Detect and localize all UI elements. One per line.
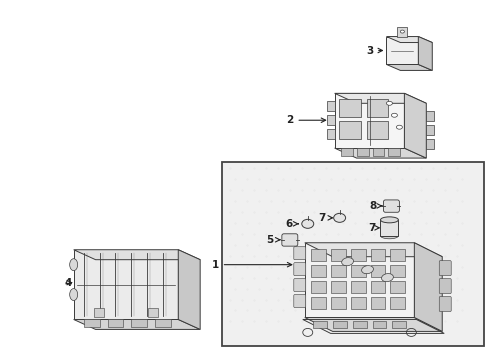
Polygon shape (74, 250, 200, 260)
Ellipse shape (390, 113, 397, 117)
FancyBboxPatch shape (438, 261, 450, 276)
Polygon shape (74, 250, 178, 319)
Bar (380, 220, 398, 236)
Bar (389, 265, 405, 276)
Bar (392, 321, 406, 328)
FancyBboxPatch shape (293, 294, 305, 307)
Polygon shape (366, 99, 387, 117)
Polygon shape (74, 319, 200, 329)
Bar (350, 280, 365, 293)
Bar (350, 265, 365, 276)
Bar (330, 249, 345, 261)
Bar (370, 297, 385, 309)
Polygon shape (404, 93, 426, 158)
Ellipse shape (333, 213, 345, 222)
Ellipse shape (69, 259, 78, 271)
Text: 8: 8 (368, 201, 381, 211)
Bar (148, 307, 158, 318)
Bar (310, 249, 325, 261)
Ellipse shape (381, 274, 392, 282)
Bar (222, 162, 483, 346)
Bar (370, 249, 385, 261)
Polygon shape (413, 243, 441, 332)
FancyBboxPatch shape (438, 297, 450, 311)
Bar (370, 280, 385, 293)
Bar (350, 297, 365, 309)
Bar (389, 280, 405, 293)
Bar (326, 101, 334, 111)
Bar (426, 125, 433, 135)
Polygon shape (338, 99, 360, 117)
FancyBboxPatch shape (438, 279, 450, 293)
Polygon shape (304, 243, 441, 257)
Polygon shape (334, 148, 426, 158)
Ellipse shape (69, 289, 78, 301)
Bar (310, 280, 325, 293)
Bar (310, 297, 325, 309)
Bar (155, 319, 171, 328)
Ellipse shape (380, 233, 398, 239)
Bar (372, 321, 386, 328)
Bar (326, 129, 334, 139)
Polygon shape (397, 27, 407, 37)
Polygon shape (334, 93, 404, 148)
Bar (389, 297, 405, 309)
Polygon shape (178, 250, 200, 329)
Polygon shape (334, 93, 426, 103)
Bar (389, 249, 405, 261)
Bar (310, 265, 325, 276)
Ellipse shape (341, 258, 353, 266)
Ellipse shape (301, 219, 313, 228)
Bar (93, 307, 103, 318)
Bar (332, 321, 346, 328)
Text: 4: 4 (65, 278, 72, 288)
Polygon shape (386, 37, 431, 42)
FancyBboxPatch shape (293, 263, 305, 276)
Bar (83, 319, 100, 328)
Polygon shape (304, 318, 441, 332)
Bar (330, 265, 345, 276)
Polygon shape (386, 64, 431, 71)
Bar (330, 280, 345, 293)
Ellipse shape (396, 125, 402, 129)
FancyBboxPatch shape (281, 234, 297, 246)
Polygon shape (386, 37, 417, 64)
FancyBboxPatch shape (293, 279, 305, 292)
Bar (131, 319, 147, 328)
Text: 7: 7 (367, 223, 379, 233)
Bar (426, 111, 433, 121)
Bar (370, 265, 385, 276)
Bar (326, 115, 334, 125)
Bar (340, 148, 352, 156)
Text: 7: 7 (317, 213, 332, 223)
Bar (352, 321, 366, 328)
Text: 5: 5 (266, 235, 279, 245)
Bar (312, 321, 326, 328)
Ellipse shape (400, 30, 404, 33)
Text: 6: 6 (285, 219, 298, 229)
Ellipse shape (361, 266, 373, 274)
Text: 3: 3 (365, 45, 382, 55)
Ellipse shape (380, 217, 398, 223)
Bar (426, 139, 433, 149)
Text: 2: 2 (285, 115, 325, 125)
Bar (107, 319, 123, 328)
Bar (387, 148, 400, 156)
Polygon shape (417, 37, 431, 71)
Ellipse shape (386, 101, 392, 105)
Text: 1: 1 (211, 260, 291, 270)
Bar (372, 148, 384, 156)
Polygon shape (366, 121, 387, 139)
FancyBboxPatch shape (293, 247, 305, 260)
Bar (356, 148, 368, 156)
Bar (350, 249, 365, 261)
Polygon shape (304, 243, 413, 318)
Bar (330, 297, 345, 309)
FancyBboxPatch shape (383, 200, 399, 212)
Polygon shape (338, 121, 360, 139)
